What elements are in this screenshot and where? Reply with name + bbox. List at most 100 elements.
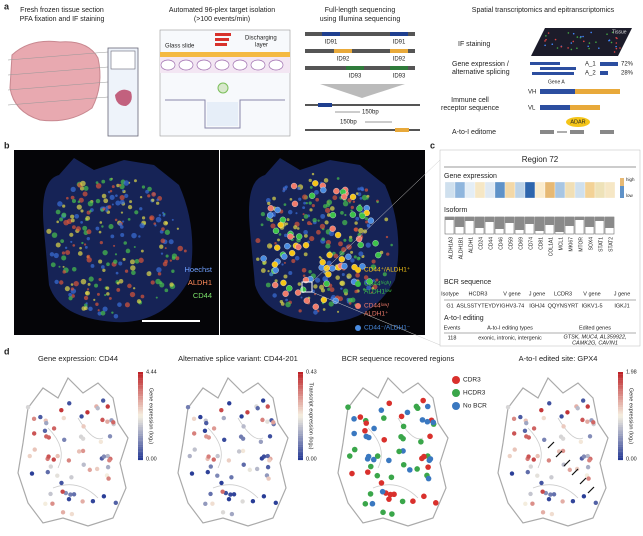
stain — [133, 179, 137, 183]
vh-bar — [540, 89, 575, 94]
colorbar-cell — [618, 449, 623, 452]
roi — [355, 235, 363, 243]
stain — [105, 286, 110, 290]
if-spot — [570, 42, 573, 44]
stain — [109, 194, 115, 200]
stain — [376, 200, 379, 204]
stain — [77, 200, 81, 204]
spot — [105, 419, 110, 424]
stain — [82, 225, 88, 231]
stain — [342, 200, 349, 207]
label: V gene — [583, 291, 600, 297]
spot — [66, 496, 72, 502]
label: ADAR — [570, 119, 585, 125]
colorbar-cell — [298, 431, 303, 434]
stain — [341, 273, 345, 277]
label: ALDH1⁺ — [364, 311, 389, 318]
spot — [267, 434, 273, 439]
cell — [178, 59, 194, 71]
spot — [81, 462, 86, 467]
spot — [43, 501, 48, 507]
colorbar-cell — [618, 400, 623, 403]
label: A_1 — [585, 62, 596, 68]
stain — [127, 217, 131, 221]
if-spot — [608, 39, 610, 42]
stain — [327, 287, 331, 291]
colorbar-cell — [138, 405, 143, 408]
stain — [149, 216, 153, 220]
read-id — [346, 66, 364, 70]
stain — [132, 287, 136, 290]
colorbar-cell — [618, 385, 623, 388]
label: Events — [444, 325, 461, 331]
spot — [100, 398, 106, 403]
stain — [99, 221, 103, 224]
stain — [323, 178, 329, 183]
legend-dot — [355, 325, 361, 331]
if-spot — [547, 32, 550, 34]
spot — [68, 492, 73, 497]
stain — [62, 270, 66, 274]
label: low — [626, 193, 634, 198]
colorbar-cell — [618, 457, 623, 461]
stain — [333, 253, 339, 259]
stain — [113, 259, 118, 264]
stain — [355, 216, 360, 221]
spot — [205, 469, 210, 475]
spot — [551, 492, 557, 497]
spot — [560, 448, 566, 454]
stain — [71, 199, 77, 204]
label: 150bp — [362, 110, 379, 116]
stain — [145, 189, 149, 194]
spot — [539, 480, 544, 486]
roi — [272, 281, 279, 289]
stain — [90, 264, 95, 268]
stain — [260, 223, 264, 227]
stain — [340, 210, 344, 215]
roi — [367, 217, 375, 224]
if-spot — [545, 38, 547, 41]
spot — [50, 501, 55, 506]
stain — [328, 301, 334, 307]
stain — [75, 226, 81, 232]
spot — [432, 500, 439, 506]
spot — [266, 476, 271, 481]
stain — [134, 259, 140, 264]
spot — [51, 457, 56, 462]
colorbar-cell — [138, 387, 143, 390]
stain — [87, 282, 91, 286]
spot — [386, 496, 392, 502]
stain — [108, 296, 112, 300]
step-title: Automated 96-plex target isolation — [169, 7, 275, 14]
stain — [88, 306, 93, 312]
edit-arrow — [563, 459, 571, 467]
spot — [424, 403, 431, 410]
spot — [419, 417, 426, 423]
spot — [410, 498, 416, 505]
stain — [101, 193, 107, 199]
label: ALDH1 — [188, 278, 212, 287]
spot — [101, 494, 107, 499]
spot — [265, 419, 270, 424]
if-spot — [615, 42, 618, 44]
colorbar-cell — [618, 383, 623, 386]
isoform-bar — [535, 217, 544, 231]
heat-cell — [514, 181, 526, 199]
isoform-bar — [565, 217, 574, 226]
spot — [44, 420, 49, 426]
stain — [125, 248, 131, 254]
stain — [309, 208, 313, 212]
spot — [367, 491, 374, 497]
spot — [192, 447, 197, 452]
tissue-block — [9, 40, 101, 122]
stain — [288, 270, 293, 276]
spot — [425, 464, 431, 470]
edit-arrow — [547, 441, 555, 449]
spot — [528, 491, 533, 497]
stain — [357, 233, 361, 237]
spot — [42, 428, 48, 433]
heat-cell — [564, 181, 576, 199]
spot — [204, 420, 209, 426]
if-spot — [567, 47, 569, 49]
spot — [105, 453, 110, 459]
